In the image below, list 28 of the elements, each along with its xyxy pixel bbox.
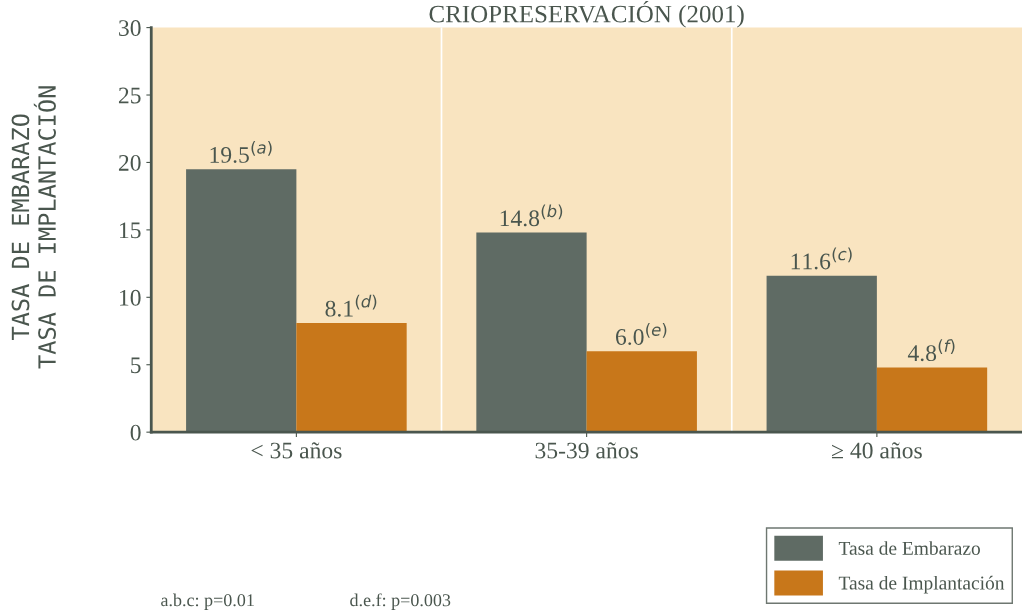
bar xyxy=(296,322,407,433)
bar xyxy=(476,232,587,433)
text: 8.1$^{(d)}$ xyxy=(325,294,377,317)
bar xyxy=(766,275,877,433)
text: a.b.c: p=0.01 xyxy=(161,593,254,610)
bar xyxy=(186,169,297,433)
chart-title: CRIOPRESERVACIÓN (2001) xyxy=(429,0,744,28)
y-tick-label: 25 xyxy=(118,87,141,104)
bar xyxy=(876,367,988,433)
y-axis-title: TASA DE EMBARAZO TASA DE IMPLANTACIÓN xyxy=(11,86,56,369)
text: 4.8$^{(f)}$ xyxy=(907,339,955,362)
x-tick-label: 35-39 años xyxy=(535,442,638,459)
y-tick-label: 0 xyxy=(130,424,141,441)
text: 11.6$^{(c)}$ xyxy=(791,247,852,270)
text: 19.5$^{(a)}$ xyxy=(210,141,272,163)
y-tick-label: 5 xyxy=(131,357,141,374)
legend-label: Tasa de Embarazo xyxy=(838,541,980,555)
text: 14.8$^{(b)}$ xyxy=(500,204,563,227)
text: d.e.f: p=0.003 xyxy=(350,593,451,610)
y-tick-label: 10 xyxy=(120,289,141,306)
x-tick-label: < 35 años xyxy=(251,442,342,459)
bar xyxy=(586,351,697,433)
text: 6.0$^{(e)}$ xyxy=(615,323,667,346)
y-tick-label: 20 xyxy=(118,154,141,171)
legend-label: Tasa de Implantación xyxy=(838,575,1005,594)
y-tick-label: 30 xyxy=(119,20,141,37)
y-tick-label: 15 xyxy=(120,222,141,239)
x-tick-label: ≥ 40 años xyxy=(832,442,922,459)
